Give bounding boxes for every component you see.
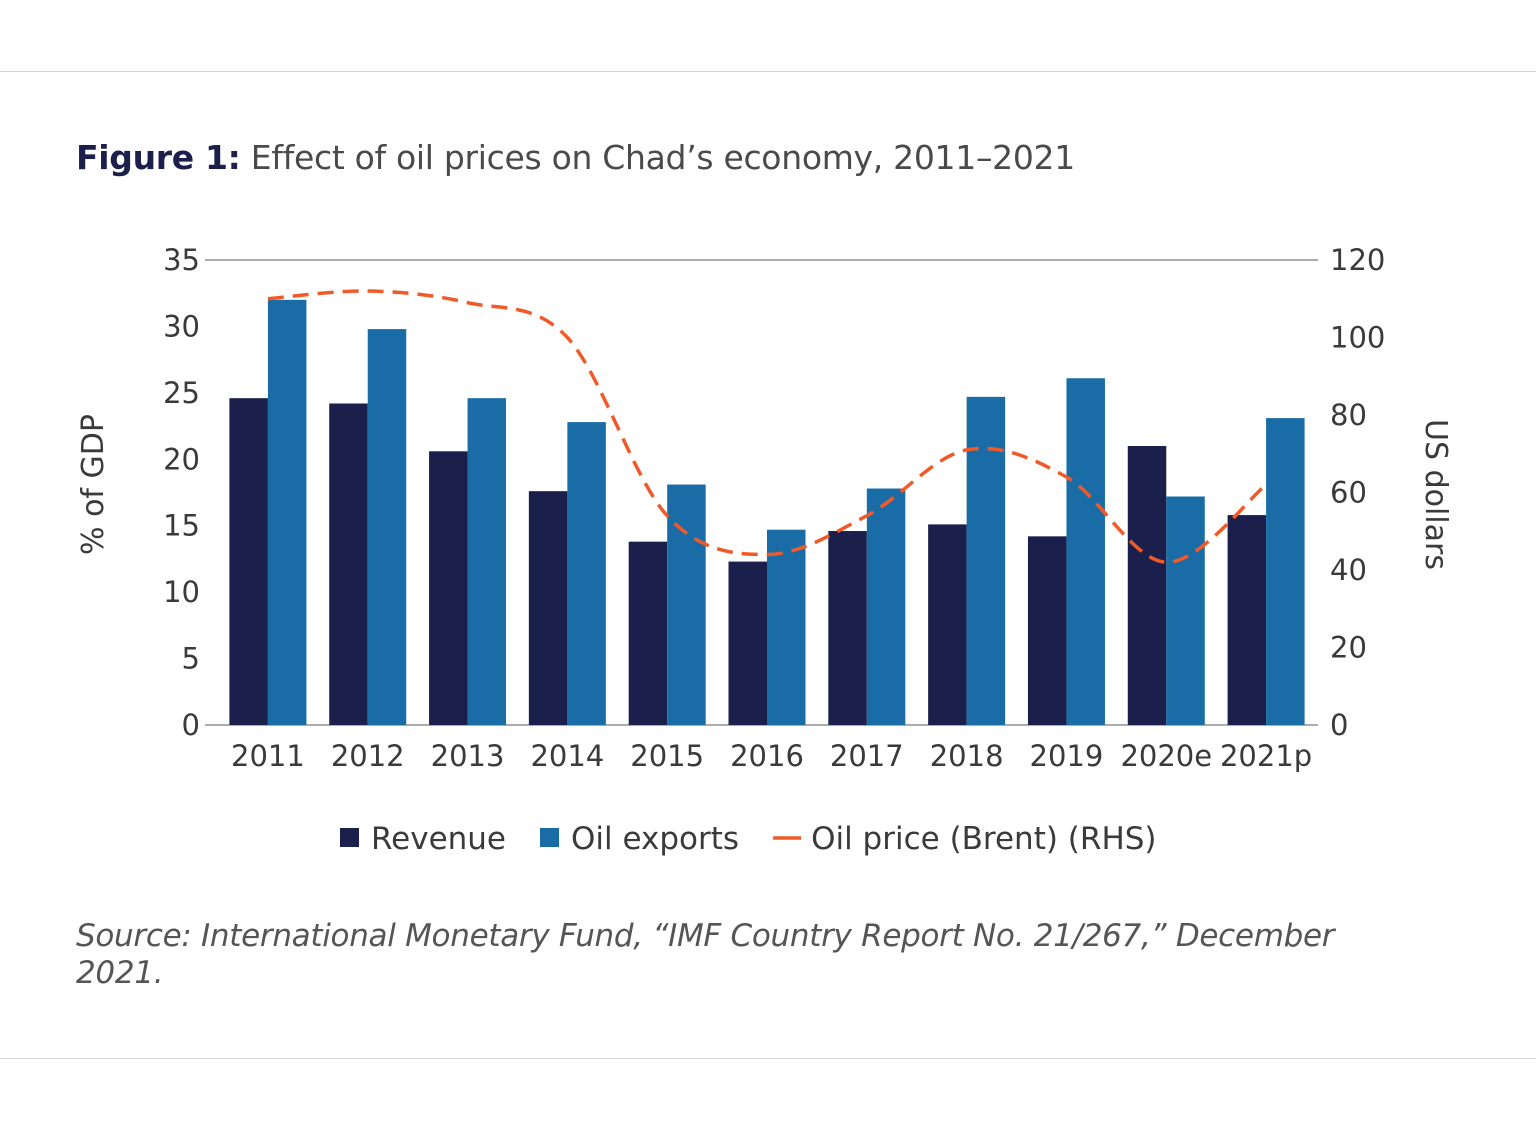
oil-exports-bar (1066, 378, 1105, 725)
oil-exports-bar (267, 299, 307, 725)
revenue-bar (1127, 446, 1167, 725)
oil-exports-bar (1166, 496, 1205, 725)
top-divider (0, 71, 1536, 72)
x-tick-label: 2019 (1030, 739, 1104, 773)
figure-label: Figure 1: (76, 138, 241, 177)
oil-exports-bar (866, 488, 906, 725)
revenue-bar (329, 403, 368, 725)
oil-exports-bar (467, 398, 507, 725)
y-left-tick-label: 5 (182, 642, 200, 676)
chart: 0 5 10 15 20 25 30 35 0 20 40 60 80 100 120 % of GDP US … (76, 243, 1453, 857)
x-tick-label: 2017 (830, 739, 904, 773)
revenue-bar (229, 398, 268, 725)
x-tick-label: 2012 (331, 739, 405, 773)
x-tick-label: 2021p (1220, 739, 1312, 773)
legend-swatch-revenue (340, 828, 359, 847)
x-tick-label: 2013 (431, 739, 505, 773)
figure-title: Figure 1: Effect of oil prices on Chad’s… (76, 138, 1075, 177)
x-tick-label: 2015 (630, 739, 704, 773)
revenue-bar (1027, 536, 1067, 725)
x-tick-label: 2020e (1120, 739, 1212, 773)
y-left-tick-label: 35 (163, 243, 200, 277)
y-right-axis-title: US dollars (1418, 419, 1453, 570)
bottom-divider (0, 1058, 1536, 1059)
legend-label-oil-exports: Oil exports (571, 821, 739, 857)
revenue-bar (928, 524, 967, 725)
oil-price-line (267, 289, 1268, 565)
y-right-tick-label: 60 (1330, 476, 1367, 510)
y-left-axis-title: % of GDP (76, 414, 111, 555)
oil-exports-bar (367, 329, 407, 725)
revenue-bar (828, 531, 867, 725)
y-right-tick-label: 120 (1330, 243, 1385, 277)
figure-title-text: Effect of oil prices on Chad’s economy, … (250, 138, 1075, 177)
y-left-tick-label: 30 (163, 309, 200, 343)
y-right-tick-label: 20 (1330, 631, 1367, 665)
y-left-tick-label: 10 (163, 575, 200, 609)
legend-label-revenue: Revenue (371, 821, 506, 857)
y-left-tick-label: 25 (163, 376, 200, 410)
revenue-bar (628, 541, 668, 725)
x-tick-label: 2014 (530, 739, 604, 773)
oil-exports-bar (667, 484, 706, 725)
oil-exports-bar (1266, 418, 1305, 725)
y-right-tick-label: 40 (1330, 553, 1367, 587)
y-left-tick-label: 20 (163, 442, 200, 476)
x-tick-label: 2011 (231, 739, 305, 773)
x-tick-label: 2016 (730, 739, 804, 773)
revenue-bar (1227, 515, 1267, 725)
y-right-tick-label: 80 (1330, 398, 1367, 432)
revenue-bar (728, 561, 767, 725)
revenue-bar (429, 451, 468, 725)
y-left-tick-label: 0 (182, 708, 200, 742)
legend-label-oil-price-brent-rhs: Oil price (Brent) (RHS) (811, 821, 1156, 857)
source-note: Source: International Monetary Fund, “IM… (76, 918, 1335, 991)
y-right-tick-label: 100 (1330, 321, 1385, 355)
x-tick-label: 2018 (930, 739, 1004, 773)
oil-exports-bar (567, 422, 606, 725)
y-left-tick-label: 15 (163, 509, 200, 543)
oil-exports-bar (767, 529, 806, 725)
oil-exports-bar (966, 396, 1006, 725)
y-right-tick-label: 0 (1330, 708, 1348, 742)
revenue-bar (528, 491, 568, 725)
legend-swatch-oil-exports (540, 828, 560, 847)
